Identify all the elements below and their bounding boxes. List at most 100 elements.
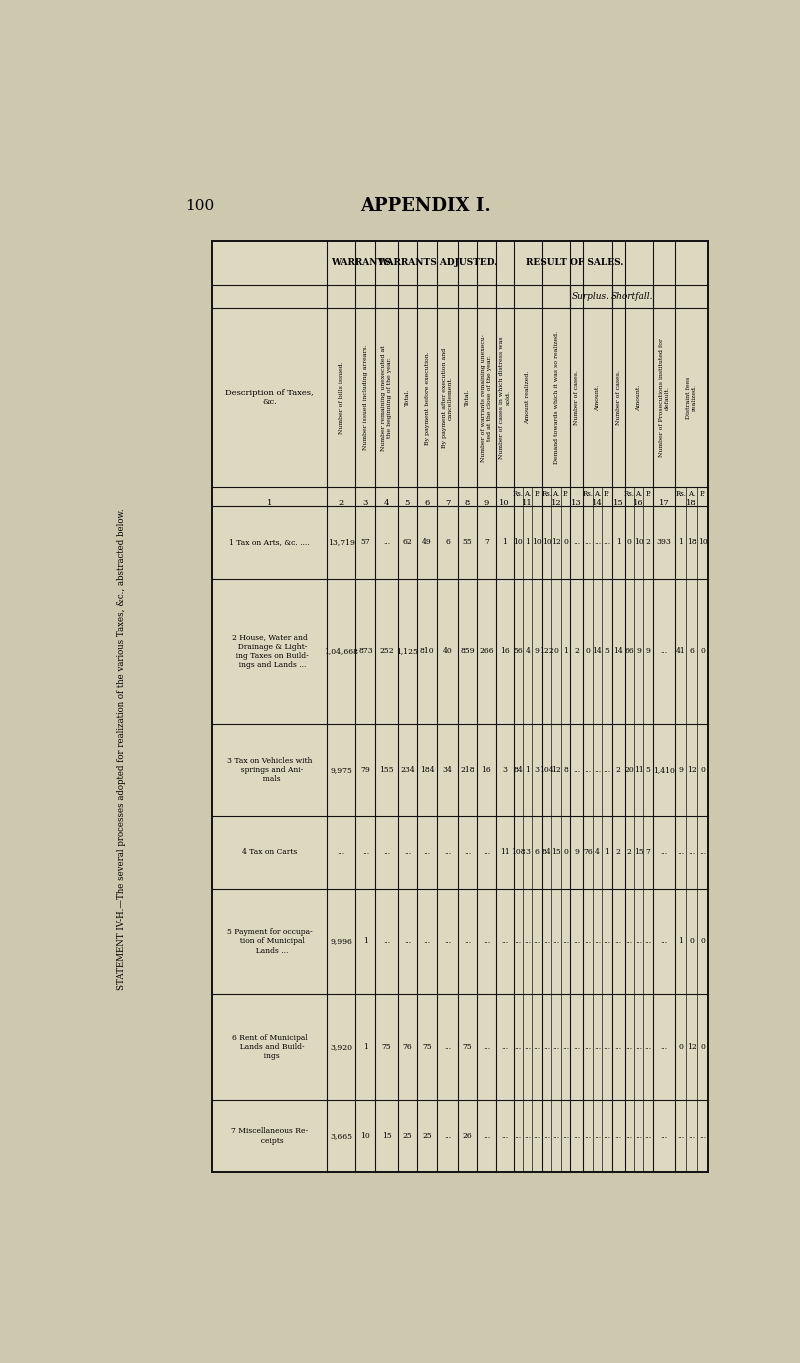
Text: 234: 234: [400, 766, 414, 774]
Text: 100: 100: [186, 199, 214, 213]
Text: 2: 2: [616, 848, 621, 856]
Text: 11: 11: [634, 766, 644, 774]
Text: 9: 9: [574, 848, 579, 856]
Text: A.: A.: [635, 489, 642, 497]
Text: Distraint fees
realized.: Distraint fees realized.: [686, 376, 698, 418]
Text: ...: ...: [383, 848, 390, 856]
Text: ...: ...: [483, 938, 490, 946]
Text: 9,996: 9,996: [330, 938, 352, 946]
Text: 3: 3: [534, 766, 540, 774]
Text: ...: ...: [661, 848, 668, 856]
Text: 5: 5: [646, 766, 650, 774]
Text: ...: ...: [362, 848, 369, 856]
Text: ...: ...: [383, 538, 390, 547]
Text: Rs.: Rs.: [513, 489, 524, 497]
Text: Number of cases.: Number of cases.: [615, 371, 621, 425]
Text: 13,719: 13,719: [328, 538, 354, 547]
Text: ...: ...: [661, 938, 668, 946]
Text: ...: ...: [626, 1043, 633, 1051]
Text: ...: ...: [514, 938, 522, 946]
Text: 40: 40: [443, 647, 453, 656]
Text: Number of warrants remaining unexecu-
ted at the close of the year.: Number of warrants remaining unexecu- te…: [481, 334, 492, 462]
Text: 4: 4: [526, 647, 530, 656]
Text: ...: ...: [585, 938, 591, 946]
Text: ...: ...: [514, 1133, 522, 1139]
Text: 5: 5: [405, 499, 410, 507]
Text: 11: 11: [522, 499, 533, 507]
Text: 6: 6: [446, 538, 450, 547]
Text: 1: 1: [678, 538, 683, 547]
Text: 75: 75: [382, 1043, 391, 1051]
Text: A.: A.: [594, 489, 601, 497]
Text: ...: ...: [562, 1133, 569, 1139]
Text: ...: ...: [603, 538, 610, 547]
Text: ...: ...: [661, 647, 668, 656]
Text: 3 Tax on Vehicles with
  springs and Ani-
  mals: 3 Tax on Vehicles with springs and Ani- …: [227, 756, 313, 784]
Text: Surplus.: Surplus.: [572, 292, 610, 301]
Text: ...: ...: [444, 1043, 451, 1051]
Text: 859: 859: [460, 647, 475, 656]
Text: 41: 41: [676, 647, 686, 656]
Text: 12: 12: [687, 1043, 697, 1051]
Text: 12: 12: [550, 499, 562, 507]
Text: 5 Payment for occupa-
  tion of Municipal
  Lands ...: 5 Payment for occupa- tion of Municipal …: [227, 928, 313, 954]
Text: 0: 0: [586, 647, 590, 656]
Text: 0: 0: [701, 1043, 706, 1051]
Text: ...: ...: [501, 1043, 508, 1051]
Text: ...: ...: [603, 766, 610, 774]
Text: 2: 2: [338, 499, 344, 507]
Text: Shortfall.: Shortfall.: [611, 292, 654, 301]
Text: 810: 810: [420, 647, 434, 656]
Text: 393: 393: [657, 538, 671, 547]
Text: ...: ...: [699, 1133, 706, 1139]
Text: ...: ...: [423, 848, 430, 856]
Text: ...: ...: [464, 848, 471, 856]
Text: 2: 2: [646, 538, 650, 547]
Text: 10: 10: [499, 499, 510, 507]
Text: Rs.: Rs.: [675, 489, 686, 497]
Text: Number of cases in which distress was
sold.: Number of cases in which distress was so…: [499, 337, 510, 459]
Text: ...: ...: [562, 1043, 569, 1051]
Text: 1: 1: [267, 499, 273, 507]
Text: 16: 16: [634, 499, 644, 507]
Text: 0: 0: [690, 938, 694, 946]
Text: 2: 2: [627, 848, 632, 856]
Text: ...: ...: [626, 938, 633, 946]
Text: ...: ...: [699, 848, 706, 856]
Text: 3,920: 3,920: [330, 1043, 352, 1051]
Text: ...: ...: [661, 1043, 668, 1051]
Text: ...: ...: [573, 1043, 580, 1051]
Text: 55: 55: [462, 538, 473, 547]
Text: 11: 11: [500, 848, 510, 856]
Text: ...: ...: [444, 938, 451, 946]
Text: 34: 34: [443, 766, 453, 774]
Text: ...: ...: [645, 938, 652, 946]
Text: WARRANTS ADJUSTED.: WARRANTS ADJUSTED.: [378, 259, 498, 267]
Text: P.: P.: [534, 489, 540, 497]
Text: 10: 10: [361, 1133, 370, 1139]
Text: Amount realized.: Amount realized.: [526, 371, 530, 424]
Text: P.: P.: [604, 489, 610, 497]
Text: 1: 1: [502, 538, 507, 547]
Text: 62: 62: [402, 538, 412, 547]
Text: ...: ...: [543, 938, 550, 946]
Text: ...: ...: [573, 766, 580, 774]
Text: P.: P.: [700, 489, 706, 497]
Text: ...: ...: [444, 848, 451, 856]
Text: ...: ...: [562, 938, 569, 946]
Text: ...: ...: [678, 848, 684, 856]
Text: 122: 122: [539, 647, 554, 656]
Text: 4 Tax on Carts: 4 Tax on Carts: [242, 848, 298, 856]
Text: 155: 155: [379, 766, 394, 774]
Text: 17: 17: [658, 499, 670, 507]
Text: ...: ...: [404, 848, 411, 856]
Text: Number remaining unexecuted at
the beginning of the year.: Number remaining unexecuted at the begin…: [382, 345, 392, 451]
Text: 57: 57: [361, 538, 370, 547]
Text: Rs.: Rs.: [624, 489, 634, 497]
Text: 3: 3: [526, 848, 530, 856]
Text: ...: ...: [501, 1133, 508, 1139]
Text: 2: 2: [616, 766, 621, 774]
Text: 9: 9: [678, 766, 683, 774]
Text: 20: 20: [625, 766, 634, 774]
Text: ...: ...: [594, 938, 601, 946]
